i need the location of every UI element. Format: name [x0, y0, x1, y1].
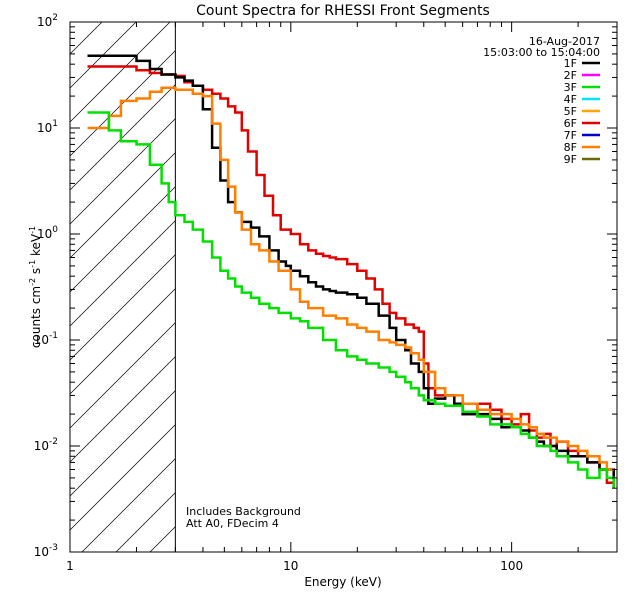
x-axis-label: Energy (keV)	[304, 575, 381, 589]
hatch-line	[0, 0, 98, 552]
series-line-6F	[87, 65, 615, 489]
hatch-line	[70, 50, 176, 157]
hatch-line	[70, 84, 176, 191]
hatch-line	[0, 0, 30, 552]
hatch-line	[70, 356, 176, 463]
time-range-label: 15:03:00 to 15:04:00	[483, 46, 600, 59]
annotation-background: Includes Background	[186, 505, 301, 518]
legend-label: 7F	[564, 129, 577, 142]
series-line-1F	[87, 54, 615, 478]
x-tick-label: 100	[500, 559, 523, 573]
legend-label: 3F	[564, 81, 577, 94]
y-tick-label: 101	[37, 119, 58, 135]
hatch-line	[70, 118, 176, 225]
hatch-line	[81, 458, 176, 552]
legend-label: 6F	[564, 117, 577, 130]
hatch-line	[70, 424, 176, 531]
legend-label: 2F	[564, 69, 577, 82]
legend-label: 4F	[564, 93, 577, 106]
series-line-8F	[87, 86, 614, 471]
x-tick-label: 1	[66, 559, 74, 573]
y-tick-label: 10-3	[34, 543, 58, 559]
legend-label: 5F	[564, 105, 577, 118]
hatch-line	[70, 322, 176, 429]
y-tick-label: 102	[37, 13, 58, 29]
legend-label: 1F	[564, 57, 577, 70]
hatch-line	[70, 390, 176, 497]
hatch-line	[70, 22, 137, 89]
legend-label: 8F	[564, 141, 577, 154]
hatch-line	[70, 220, 176, 327]
plot-frame	[69, 21, 618, 553]
chart-title: Count Spectra for RHESSI Front Segments	[196, 3, 490, 19]
excluded-energy-hatch	[0, 0, 176, 552]
hatch-line	[115, 492, 176, 552]
y-tick-label: 100	[37, 225, 58, 241]
hatch-line	[70, 22, 171, 123]
annotation-attenuator: Att A0, FDecim 4	[186, 517, 279, 530]
hatch-line	[70, 22, 103, 55]
y-tick-label: 10-1	[34, 331, 58, 347]
hatch-line	[70, 152, 176, 259]
y-axis-label: counts cm-2 s-1 keV-1	[28, 226, 43, 348]
hatch-line	[70, 254, 176, 361]
legend-label: 9F	[564, 153, 577, 166]
y-tick-label: 10-2	[34, 437, 58, 453]
date-label: 16-Aug-2017	[529, 35, 600, 48]
x-tick-label: 10	[283, 559, 298, 573]
hatch-line	[70, 186, 176, 293]
series-line-3F	[87, 111, 615, 489]
